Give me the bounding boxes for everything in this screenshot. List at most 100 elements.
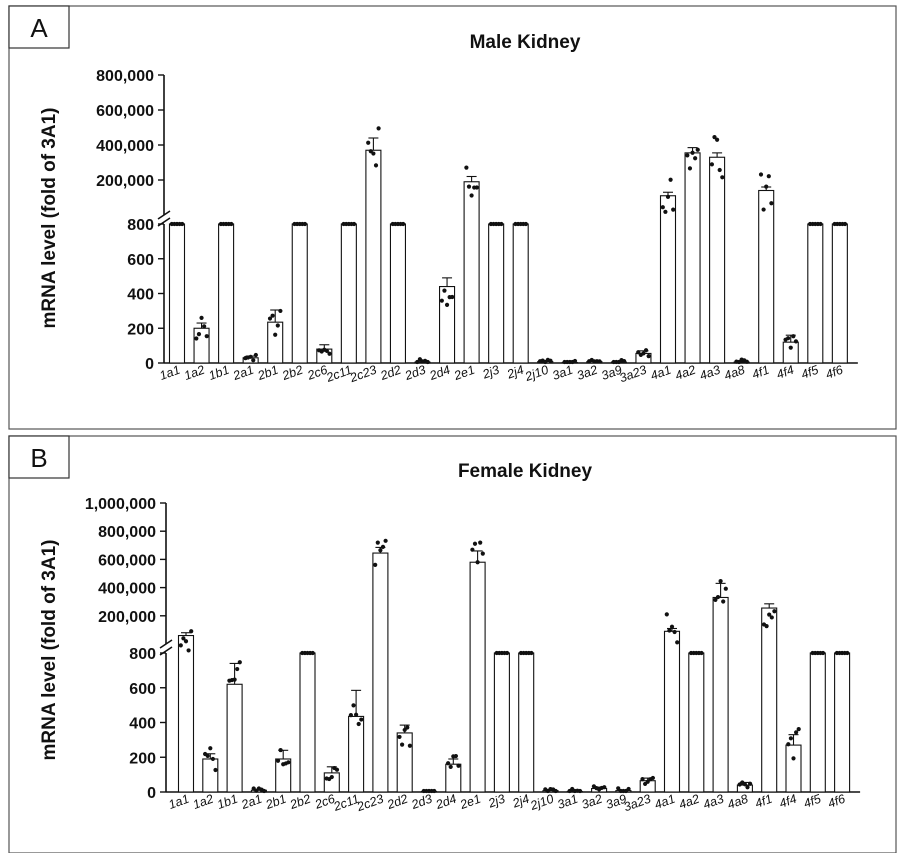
panel-a-x-tick-label: 4f1 [750, 363, 771, 382]
panel-b-y-tick-label: 800 [129, 646, 156, 663]
panel-b-data-point [351, 703, 356, 708]
panel-b-x-tick-label: 4a1 [653, 792, 677, 812]
panel-a-y-tick-label: 200,000 [96, 173, 154, 190]
panel-b-bar-4f1 [761, 607, 778, 793]
panel-b-data-point [764, 624, 769, 629]
panel-a-data-point [523, 221, 529, 227]
panel-b-data-point [616, 786, 621, 791]
panel-a-data-point [636, 350, 641, 355]
panel-a-data-point [643, 348, 649, 353]
panel-b-data-point [348, 713, 353, 718]
panel-b-x-tick-label: 4a3 [701, 792, 725, 812]
panel-b-x-tick-label: 2b1 [263, 792, 288, 813]
panel-a-x-tick-label: 2d2 [378, 363, 403, 384]
panel-b-x-tick-label: 4f4 [777, 792, 798, 811]
panel-a-x-tick-label: 3a2 [575, 363, 599, 383]
panel-a-x-tick-label: 3a1 [550, 363, 574, 383]
panel-a-x-tick-label: 2j10 [522, 363, 550, 385]
panel-b-data-point [742, 782, 748, 787]
panel-b-data-point [407, 743, 412, 748]
panel-a-x-tick-label: 1a1 [158, 363, 182, 383]
panel-a-data-point [660, 205, 665, 210]
panel-a-plot: 0 200 400 600 800 200,000 400,000 600,000 800,00… [96, 68, 858, 385]
panel-a-data-point [196, 331, 202, 337]
panel-b-x-tick-label: 1a2 [191, 792, 215, 812]
panel-b-x-tick-label: 2d4 [433, 792, 458, 813]
panel-a-data-point [715, 137, 720, 142]
panel-a-data-point [373, 163, 379, 168]
panel-a-bar-4f5 [807, 223, 824, 364]
panel-a-bar-2c11 [340, 223, 357, 364]
panel-b-data-point [432, 788, 437, 794]
panel-b-data-point [310, 650, 315, 656]
panel-a-x-tick-label: 3a23 [618, 363, 649, 386]
panel-b-plot: 0 200 400 600 800 200,000 400,000 600,000 800,00… [85, 496, 861, 814]
panel-a-data-point [199, 315, 204, 320]
panel-b-data-point [278, 747, 283, 753]
panel-a-data-point [415, 359, 420, 365]
panel-b-x-tick-label: 1b1 [215, 792, 239, 812]
panel-b-data-point [232, 677, 237, 682]
panel-b-data-point [186, 648, 191, 653]
panel-a-bar-4f4 [782, 341, 799, 364]
panel-a-data-point [709, 162, 715, 167]
panel-a-data-point [818, 221, 823, 227]
panel-b-x-tick-label: 2d2 [384, 792, 409, 813]
panel-b-data-point [577, 788, 583, 794]
panel-b-bar-2d4 [445, 763, 462, 793]
panel-b-data-point [796, 727, 801, 732]
panel-b-bar-4f5 [809, 652, 826, 793]
panel-b-data-point [626, 786, 631, 792]
panel-a-data-point [793, 339, 799, 344]
panel-a-data-point [687, 166, 693, 171]
panel-a-bar-4a2 [684, 152, 701, 364]
panel-a-x-tick-label: 2d4 [427, 363, 452, 384]
panel-b-data-point [699, 650, 704, 656]
panel-a-data-point [267, 316, 273, 321]
panel-a-data-point [646, 353, 651, 359]
panel-a-y-tick-label: 0 [145, 356, 154, 373]
panel-a-data-point [466, 184, 472, 189]
panel-a-x-tick-label: 4a1 [649, 363, 673, 383]
panel-a-data-point [273, 332, 278, 337]
panel-a-data-point [327, 351, 332, 356]
panel-b-data-point [640, 777, 645, 782]
panel-b-data-point [505, 650, 510, 656]
panel-b-data-point [210, 756, 215, 762]
panel-b-bar-2b2 [299, 652, 316, 793]
panel-a-label: A [30, 13, 48, 43]
panel-a-data-point [572, 358, 578, 364]
panel-a-data-point [685, 153, 690, 158]
panel-a-y-tick-label: 400,000 [96, 138, 154, 155]
panel-a-data-point [469, 193, 474, 198]
panel-b-data-point [181, 636, 186, 641]
panel-a-data-point [366, 140, 371, 145]
panel-b-data-point [359, 717, 364, 722]
panel-a-x-tick-label: 2b1 [255, 363, 280, 384]
panel-b-x-tick-label: 2j10 [528, 792, 556, 814]
panel-a-x-tick-label: 2c6 [305, 363, 330, 383]
panel-b-data-point [383, 538, 388, 543]
panel-b-data-point [602, 785, 607, 790]
panel-b-bar-2j4 [518, 652, 535, 793]
panel-a-data-point [712, 135, 717, 140]
panel-a-x-tick-label: 4a2 [673, 363, 697, 383]
panel-a-x-tick-label: 2j4 [504, 363, 525, 382]
panel-b-data-point [791, 756, 796, 761]
panel-b-data-point [475, 560, 480, 565]
panel-b-data-point [664, 612, 669, 617]
panel-b-data-point [373, 562, 378, 567]
panel-a-data-point [668, 177, 673, 182]
panel-a-y-tick-label: 600 [127, 252, 154, 269]
panel-b-y-tick-label: 400 [129, 716, 156, 733]
panel-a-data-point [248, 354, 253, 359]
panel-b-x-tick-label: 2c6 [312, 792, 337, 812]
panel-a-data-point [720, 175, 725, 180]
panel-b-y-tick-label: 200,000 [98, 609, 156, 626]
panel-a-data-point [180, 221, 185, 227]
panel-a-bar-4f1 [758, 189, 775, 364]
panel-b-bar-4a1 [663, 630, 681, 793]
panel-b-data-point [446, 761, 451, 766]
panel-a-data-point [769, 201, 774, 206]
